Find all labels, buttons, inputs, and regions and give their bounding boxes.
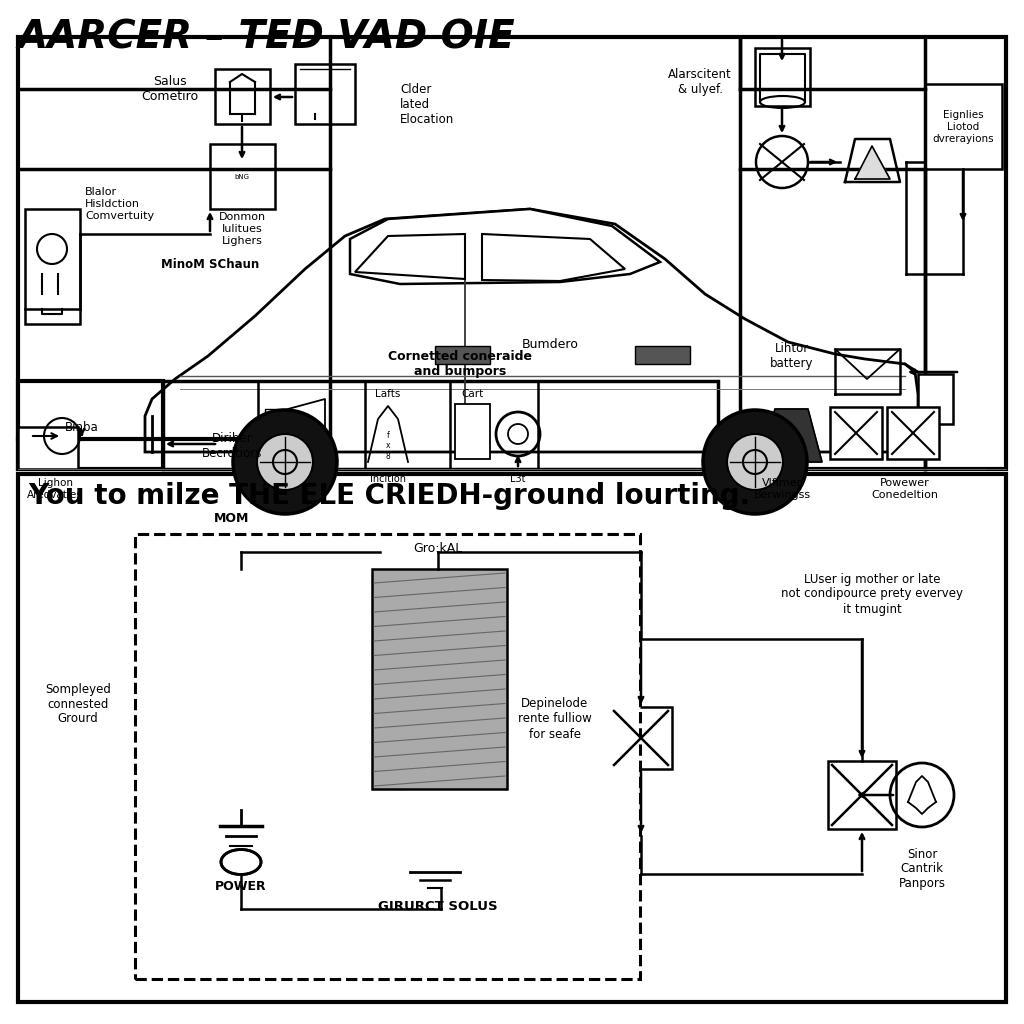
Bar — [635, 346, 690, 364]
Bar — [210, 622, 272, 654]
Bar — [163, 381, 718, 469]
Bar — [918, 374, 953, 424]
Bar — [430, 837, 452, 872]
Text: Donmon
Iulitues
Lighers: Donmon Iulitues Lighers — [218, 212, 265, 246]
Bar — [224, 784, 258, 810]
Text: Alarscitent
& ulyef.: Alarscitent & ulyef. — [668, 68, 732, 96]
Bar — [222, 680, 260, 710]
Polygon shape — [855, 146, 890, 179]
Text: Lighon
Aredvaties: Lighon Aredvaties — [27, 478, 83, 500]
Text: MOM: MOM — [214, 512, 250, 525]
Text: Cornetted coneraide
and bumpors: Cornetted coneraide and bumpors — [388, 350, 532, 378]
Text: Vlfimer
Berwingss: Vlfimer Berwingss — [754, 478, 811, 500]
Text: You to milze THE ELE CRIEDH-ground lourting.: You to milze THE ELE CRIEDH-ground lourt… — [28, 482, 751, 510]
Ellipse shape — [221, 850, 261, 874]
Text: Clder
lated
Elocation: Clder lated Elocation — [400, 83, 455, 126]
Bar — [925, 84, 1002, 169]
Circle shape — [233, 410, 337, 514]
Bar — [18, 474, 1006, 1002]
Text: Salus
Cometiro: Salus Cometiro — [141, 75, 199, 103]
Bar — [218, 431, 246, 456]
Text: f
x
8: f x 8 — [386, 431, 390, 461]
Bar — [224, 734, 258, 762]
Bar — [18, 381, 163, 469]
Bar — [828, 761, 896, 829]
Text: Lihtor
battery: Lihtor battery — [770, 342, 814, 370]
Text: AARCER – TED VAD OIE: AARCER – TED VAD OIE — [18, 19, 516, 57]
Bar — [295, 63, 355, 124]
Text: Powewer
Conedeltion: Powewer Conedeltion — [871, 478, 939, 500]
Bar — [18, 427, 78, 469]
Text: Depinelode
rente fulliow
for seafe: Depinelode rente fulliow for seafe — [518, 697, 592, 740]
Text: Lafts: Lafts — [376, 389, 400, 399]
Text: Eignlies
Liotod
dvrerayions: Eignlies Liotod dvrerayions — [932, 111, 994, 143]
Text: Incition: Incition — [370, 474, 406, 484]
Bar — [218, 760, 264, 786]
Bar — [435, 346, 490, 364]
Bar — [225, 594, 257, 624]
Bar — [25, 209, 80, 324]
Text: LUser ig mother or late
not condipource prety evervey
it tmugint: LUser ig mother or late not condipource … — [781, 572, 963, 615]
Bar — [218, 708, 264, 736]
Polygon shape — [350, 209, 660, 284]
Text: Binba: Binba — [65, 421, 98, 434]
Bar — [210, 144, 275, 209]
Circle shape — [703, 410, 807, 514]
Bar — [135, 534, 640, 979]
Circle shape — [727, 434, 783, 490]
Bar — [18, 37, 1006, 469]
Bar — [218, 652, 264, 682]
Text: POWER: POWER — [215, 880, 267, 893]
Polygon shape — [760, 409, 822, 462]
Text: Blalor
Hisldction
Comvertuity: Blalor Hisldction Comvertuity — [85, 187, 155, 220]
Bar — [887, 407, 939, 459]
Text: MinoM SChaun: MinoM SChaun — [161, 257, 259, 270]
Bar — [420, 787, 462, 839]
Text: Sinor
Cantrik
Panpors: Sinor Cantrik Panpors — [898, 848, 945, 891]
Text: Bumdero: Bumdero — [521, 338, 579, 350]
Text: Gro:kAL: Gro:kAL — [414, 543, 463, 555]
Text: GIRURCT SOLUS: GIRURCT SOLUS — [378, 899, 498, 912]
Bar — [830, 407, 882, 459]
Text: Cart: Cart — [461, 389, 483, 399]
Circle shape — [257, 434, 313, 490]
Text: L3t: L3t — [510, 474, 525, 484]
Bar — [372, 569, 507, 790]
Bar — [215, 69, 270, 124]
Bar — [610, 707, 672, 769]
Text: bNG: bNG — [234, 174, 250, 180]
Bar — [215, 568, 267, 596]
Text: Diriber
Becrdtiors: Diriber Becrdtiors — [202, 432, 262, 460]
Text: Sompleyed
connested
Grourd: Sompleyed connested Grourd — [45, 683, 111, 725]
Bar — [755, 48, 810, 106]
Bar — [455, 404, 490, 459]
